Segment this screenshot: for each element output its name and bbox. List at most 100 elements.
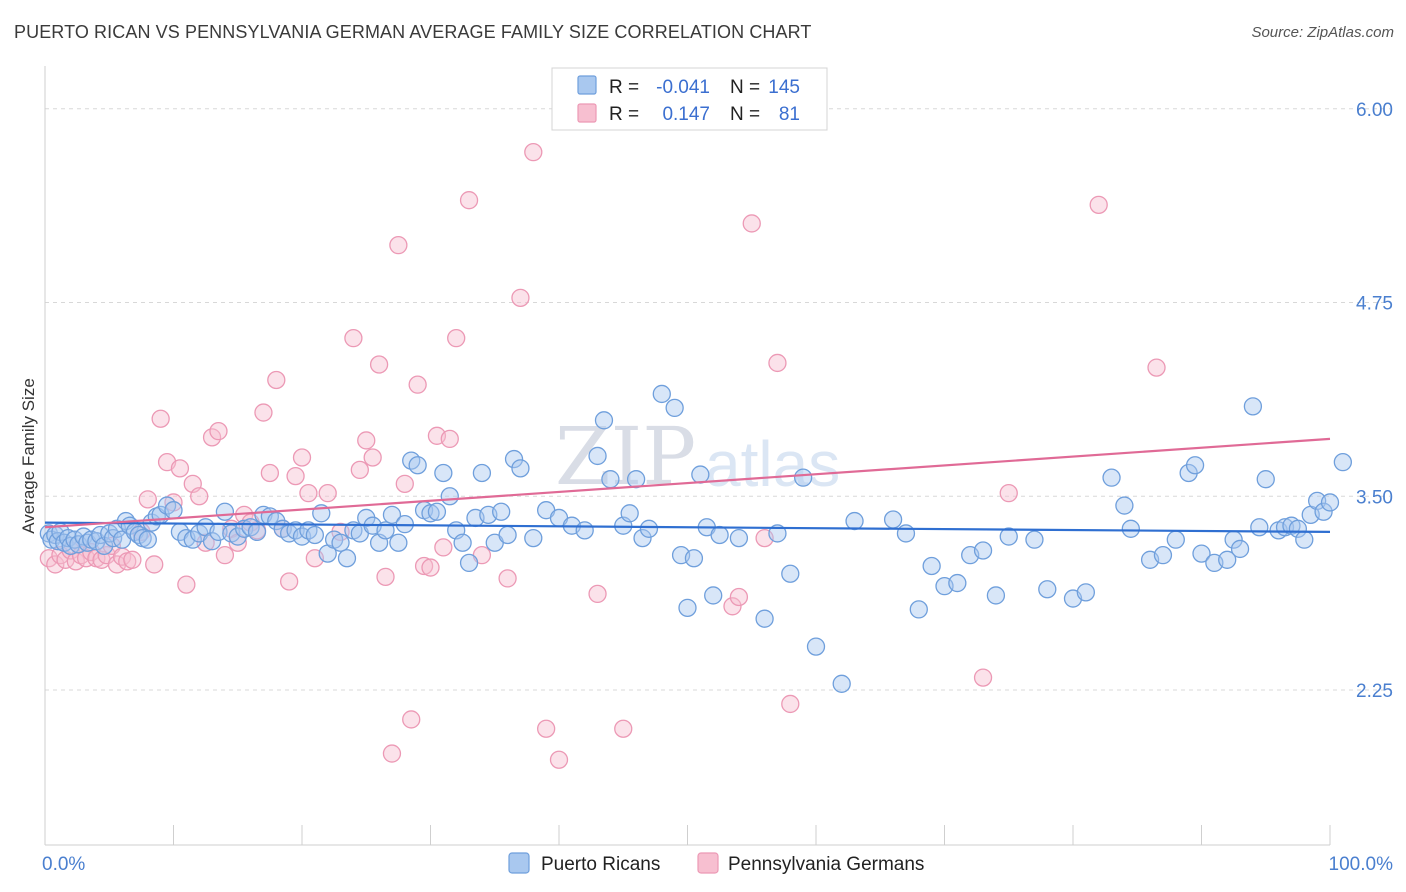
puerto-rican-point-106 <box>710 525 729 545</box>
pennsylvania-german-point-36 <box>254 403 273 422</box>
puerto-rican-point-101 <box>678 598 697 617</box>
pennsylvania-german-point-74 <box>729 587 749 607</box>
puerto-rican-point-91 <box>594 411 614 430</box>
bottom-legend-label-0: Puerto Ricans <box>541 854 660 875</box>
puerto-rican-point-123 <box>986 586 1006 605</box>
pennsylvania-german-point-63 <box>447 328 466 348</box>
pennsylvania-german-point-52 <box>376 567 395 586</box>
pennsylvania-german-point-51 <box>369 355 389 374</box>
legend-n-value-0: 145 <box>768 77 800 98</box>
puerto-rican-point-128 <box>1076 583 1095 602</box>
tick-labels: 2.25 3.50 4.75 6.00 0.0% 100.0% <box>42 100 1393 875</box>
pennsylvania-german-point-30 <box>215 546 235 565</box>
puerto-rican-point-143 <box>1250 518 1269 537</box>
pennsylvania-german-point-56 <box>402 710 421 729</box>
puerto-rican-point-57 <box>337 549 357 568</box>
watermark-atlas: atlas <box>705 428 840 500</box>
chart-title: PUERTO RICAN VS PENNSYLVANIA GERMAN AVER… <box>14 22 812 42</box>
puerto-rican-point-114 <box>845 511 864 531</box>
puerto-rican-point-96 <box>633 528 652 548</box>
watermark-zip: ZIP <box>555 410 696 503</box>
pennsylvania-german-point-79 <box>973 668 993 687</box>
pennsylvania-german-point-38 <box>267 370 286 390</box>
puerto-rican-point-111 <box>794 468 813 487</box>
pennsylvania-german-point-59 <box>421 558 440 577</box>
legend-n-label-0: N = <box>730 77 760 98</box>
puerto-rican-point-107 <box>729 528 749 548</box>
puerto-rican-point-126 <box>1038 580 1057 599</box>
puerto-rican-point-56 <box>331 533 350 552</box>
pennsylvania-german-point-53 <box>382 744 402 763</box>
x-tick-label-0: 0.0% <box>42 854 85 875</box>
puerto-rican-point-137 <box>1192 544 1211 563</box>
puerto-rican-point-117 <box>909 600 928 619</box>
puerto-rican-point-43 <box>247 522 267 542</box>
puerto-rican-point-38 <box>215 502 235 521</box>
puerto-rican-point-73 <box>440 487 459 506</box>
puerto-rican-point-52 <box>305 525 325 545</box>
y-tick-label-0: 2.25 <box>1356 681 1393 702</box>
y-tick-label-1: 3.50 <box>1356 487 1393 508</box>
puerto-rican-point-65 <box>389 533 408 552</box>
puerto-rican-point-108 <box>755 609 774 628</box>
puerto-rican-point-136 <box>1185 456 1205 475</box>
y-tick-label-2: 4.75 <box>1356 294 1393 315</box>
puerto-rican-point-148 <box>1288 519 1308 538</box>
pennsylvania-german-point-29 <box>209 421 228 441</box>
puerto-rican-point-149 <box>1295 530 1314 549</box>
puerto-rican-point-103 <box>691 465 710 484</box>
pennsylvania-german-point-48 <box>350 460 369 480</box>
puerto-rican-point-85 <box>524 528 543 548</box>
pennsylvania-german-point-20 <box>151 409 170 428</box>
legend-swatch-blue <box>577 75 597 95</box>
legend-r-value-0: -0.041 <box>656 77 710 98</box>
puerto-rican-point-83 <box>504 449 524 469</box>
y-axis-title: Average Family Size <box>19 378 38 534</box>
puerto-rican-point-122 <box>973 541 993 560</box>
pennsylvania-german-point-58 <box>414 556 434 576</box>
legend-swatch-pink <box>577 103 597 123</box>
pennsylvania-german-point-70 <box>549 750 569 769</box>
puerto-rican-point-76 <box>459 553 479 573</box>
pennsylvania-german-point-75 <box>742 214 761 233</box>
pennsylvania-german-point-37 <box>260 463 280 483</box>
pennsylvania-german-point-41 <box>286 466 305 486</box>
pennsylvania-german-point-69 <box>537 719 556 738</box>
puerto-rican-point-99 <box>665 398 684 418</box>
puerto-rican-point-82 <box>498 525 517 545</box>
puerto-rican-point-92 <box>601 470 620 489</box>
pennsylvania-german-point-49 <box>357 431 376 450</box>
puerto-rican-point-98 <box>652 384 671 404</box>
puerto-rican-point-75 <box>453 533 472 552</box>
puerto-rican-point-97 <box>639 519 659 538</box>
pennsylvania-german-point-50 <box>363 448 382 467</box>
pennsylvania-german-point-18 <box>138 490 157 509</box>
puerto-rican-point-36 <box>202 532 222 551</box>
pennsylvania-german-point-67 <box>511 288 530 308</box>
puerto-rican-point-84 <box>511 459 530 478</box>
pennsylvania-german-point-19 <box>145 555 164 574</box>
puerto-rican-point-64 <box>382 505 402 524</box>
pennsylvania-german-point-57 <box>408 375 427 394</box>
pennsylvania-german-point-16 <box>123 550 142 569</box>
puerto-rican-point-120 <box>948 573 967 593</box>
puerto-rican-point-110 <box>781 564 800 583</box>
puerto-rican-point-141 <box>1230 539 1250 559</box>
pennsylvania-german-point-45 <box>318 483 337 503</box>
legend-n-label-1: N = <box>730 104 760 125</box>
legend-n-value-1: 81 <box>779 104 800 125</box>
y-tick-label-3: 6.00 <box>1356 100 1393 121</box>
gridlines <box>45 108 1390 691</box>
legend-r-label-1: R = <box>609 104 639 125</box>
pennsylvania-german-point-72 <box>614 719 633 738</box>
pennsylvania-german-point-82 <box>1147 358 1166 377</box>
legend-box <box>551 67 828 131</box>
pennsylvania-german-point-73 <box>723 597 742 616</box>
bottom-legend-swatch-pink <box>697 852 719 874</box>
puerto-rican-point-109 <box>768 524 787 543</box>
puerto-rican-point-90 <box>588 446 607 466</box>
pennsylvania-german-point-64 <box>459 191 479 210</box>
legend-r-label-0: R = <box>609 77 639 98</box>
pennsylvania-german-point-80 <box>999 483 1018 503</box>
